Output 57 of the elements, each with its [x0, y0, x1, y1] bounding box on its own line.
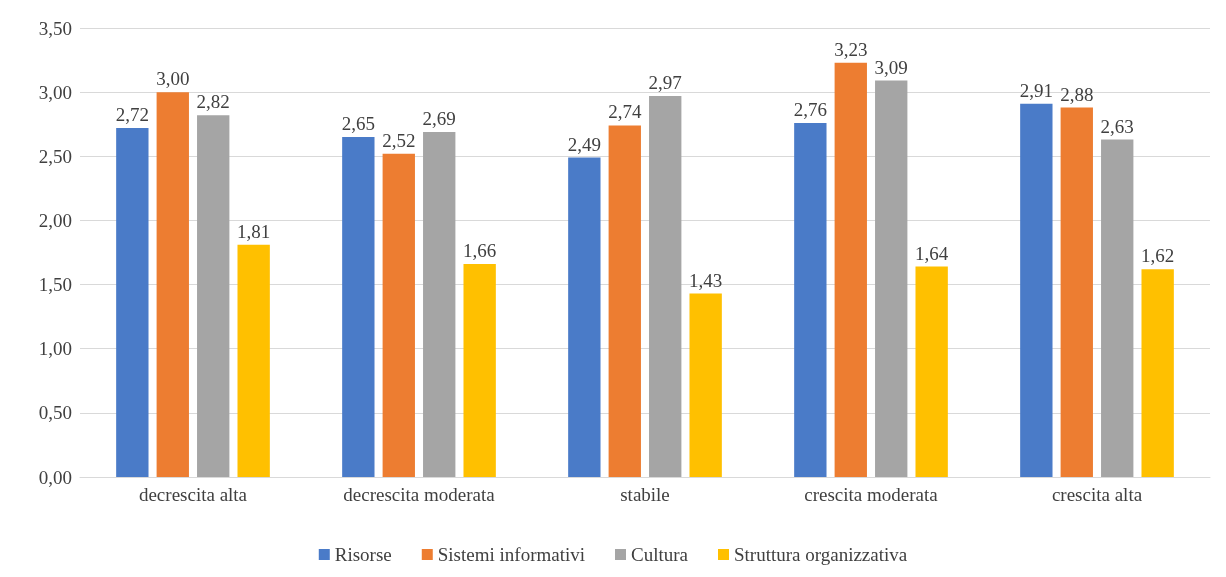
y-tick-label: 2,00	[38, 209, 72, 231]
bar	[1141, 269, 1174, 477]
bar	[649, 95, 682, 477]
data-label: 2,88	[1060, 83, 1094, 105]
data-label: 2,82	[196, 91, 230, 113]
data-label: 2,63	[1100, 115, 1134, 137]
y-tick-label: 1,00	[38, 338, 72, 360]
data-label: 2,97	[648, 71, 682, 93]
legend-label: Sistemi informativi	[437, 544, 586, 565]
data-label: 2,91	[1019, 79, 1053, 101]
data-label: 1,81	[237, 220, 271, 242]
y-tick-label: 0,50	[38, 402, 72, 424]
data-label: 2,49	[567, 133, 601, 155]
data-label: 2,52	[382, 129, 416, 151]
y-tick-label: 3,50	[38, 17, 72, 39]
bar	[1060, 107, 1093, 477]
x-tick-label: crescita moderata	[804, 484, 939, 505]
data-label: 2,76	[793, 98, 827, 120]
legend-label: Risorse	[334, 544, 392, 565]
y-tick-label: 2,50	[38, 145, 72, 167]
bar	[794, 122, 827, 477]
data-label: 2,65	[341, 113, 375, 135]
data-label: 1,43	[689, 269, 723, 291]
bar	[568, 157, 601, 477]
data-label: 2,74	[608, 101, 642, 123]
legend-label: Cultura	[631, 544, 689, 565]
bar	[875, 80, 908, 477]
data-label: 3,09	[874, 56, 908, 78]
x-tick-label: stabile	[620, 484, 670, 505]
y-tick-label: 3,00	[38, 81, 72, 103]
bar	[463, 264, 496, 477]
bar	[834, 62, 867, 477]
bar	[608, 125, 641, 477]
data-label: 3,00	[156, 68, 190, 90]
x-tick-label: crescita alta	[1051, 484, 1143, 505]
data-label: 1,62	[1141, 245, 1175, 267]
legend-label: Struttura organizzativa	[734, 544, 908, 565]
data-label: 1,66	[463, 240, 497, 262]
data-label: 3,23	[834, 38, 868, 60]
bar	[237, 244, 270, 477]
data-label: 2,69	[422, 107, 456, 129]
bar	[342, 137, 375, 477]
bar	[197, 115, 230, 477]
bar	[156, 92, 189, 477]
bar	[382, 153, 415, 477]
x-tick-label: decrescita alta	[138, 484, 248, 505]
y-tick-label: 1,50	[38, 274, 72, 296]
bar	[1020, 103, 1053, 477]
bar	[915, 266, 948, 477]
bar	[1101, 139, 1134, 477]
bar	[423, 131, 456, 477]
data-label: 2,72	[115, 104, 149, 126]
data-label: 1,64	[915, 242, 949, 264]
bar	[116, 128, 149, 477]
y-tick-label: 0,00	[38, 466, 72, 488]
bar	[689, 293, 722, 477]
x-tick-label: decrescita moderata	[343, 484, 496, 505]
